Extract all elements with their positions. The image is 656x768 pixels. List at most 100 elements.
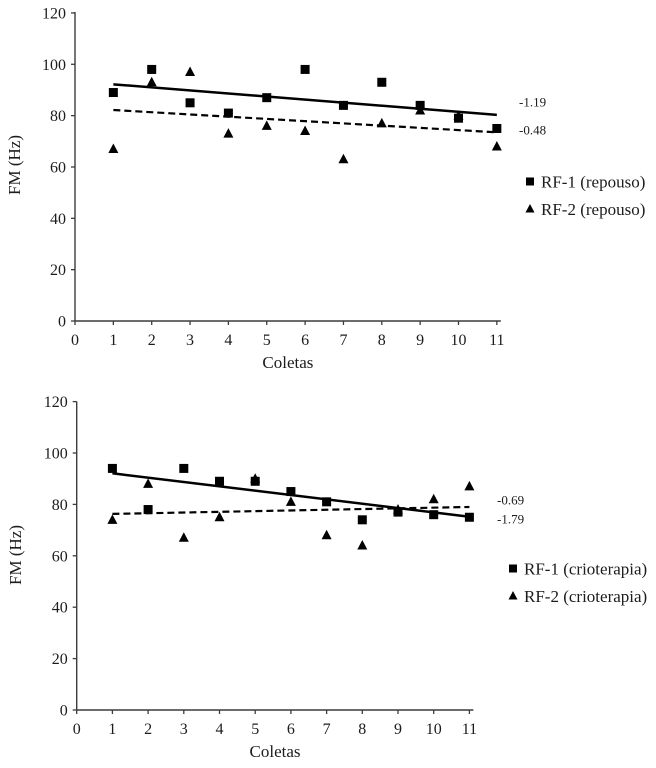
data-point-square <box>262 93 272 103</box>
data-point-square <box>377 77 387 87</box>
trend-line-dashed <box>112 505 470 516</box>
legend-square-swatch <box>526 177 534 186</box>
data-point-square <box>215 476 224 486</box>
data-point-square <box>429 510 439 520</box>
x-axis-tick-label: 0 <box>73 721 81 738</box>
data-point-triangle <box>428 493 439 504</box>
data-point-square <box>286 487 296 497</box>
x-axis-tick-label: 6 <box>287 721 295 738</box>
data-point-triangle <box>250 473 261 483</box>
y-axis-tick-label: 0 <box>60 703 68 720</box>
data-point-triangle <box>107 514 118 524</box>
legend-triangle-swatch <box>525 204 535 213</box>
data-point-square <box>300 64 310 74</box>
data-point-triangle <box>338 153 349 164</box>
x-axis-tick-label: 9 <box>416 332 424 349</box>
data-point-triangle <box>300 125 311 136</box>
y-axis-tick-label: 60 <box>52 548 68 565</box>
y-axis-tick-label: 20 <box>50 262 66 279</box>
data-point-triangle <box>143 478 154 488</box>
data-point-triangle <box>214 511 225 522</box>
y-axis-tick-label: 80 <box>50 108 66 125</box>
data-point-square <box>107 463 117 473</box>
x-axis-tick-label: 2 <box>144 721 152 738</box>
y-axis-tick-label: 40 <box>52 600 68 617</box>
data-point-triangle <box>491 140 502 151</box>
data-point-triangle <box>178 532 189 542</box>
y-axis-tick-label: 100 <box>42 57 66 74</box>
y-axis-tick-label: 60 <box>50 159 66 176</box>
y-axis-tick-label: 100 <box>44 446 68 463</box>
legend-label: RF-2 (repouso) <box>541 200 645 219</box>
y-axis-title: FM (Hz) <box>5 135 24 195</box>
x-axis-tick-label: 10 <box>451 332 467 349</box>
data-point-square <box>179 463 189 473</box>
data-point-square <box>357 515 367 525</box>
data-point-triangle <box>376 117 387 128</box>
x-axis-tick-label: 3 <box>186 332 194 349</box>
y-axis-tick-label: 120 <box>44 394 68 411</box>
chart-crioterapia: 0 20 40 60 80 100 120 0 1 2 3 4 5 6 7 8 9 10 11 Coletas FM (… <box>0 384 656 768</box>
data-point-triangle <box>453 110 464 120</box>
x-axis-tick-label: 8 <box>358 721 366 738</box>
trend-slope-label: -1.79 <box>497 512 524 527</box>
x-axis-tick-label: 1 <box>109 332 117 349</box>
data-point-square <box>464 512 474 522</box>
data-point-triangle <box>185 66 196 77</box>
trend-line-dashed <box>113 108 497 134</box>
data-point-square <box>185 98 195 108</box>
legend-triangle-swatch <box>508 591 518 600</box>
x-axis-title: Coletas <box>262 353 313 372</box>
data-point-square <box>338 100 348 110</box>
x-axis-tick-label: 1 <box>108 721 116 738</box>
data-point-triangle <box>393 504 403 514</box>
x-axis-tick-label: 3 <box>180 721 188 738</box>
x-axis-tick-label: 11 <box>462 721 477 738</box>
y-axis-tick-label: 0 <box>58 314 66 331</box>
legend-label: RF-1 (repouso) <box>541 173 645 192</box>
data-point-triangle <box>321 529 332 540</box>
data-point-triangle <box>108 143 119 154</box>
trend-slope-label: -1.19 <box>519 95 546 110</box>
data-point-square <box>147 64 157 74</box>
data-point-square <box>322 497 332 507</box>
data-point-triangle <box>285 496 296 506</box>
y-axis-tick-label: 80 <box>52 497 68 514</box>
x-axis-tick-label: 2 <box>148 332 156 349</box>
data-point-square <box>108 88 118 98</box>
legend-label: RF-2 (crioterapia) <box>524 587 647 606</box>
x-axis-tick-label: 5 <box>263 332 271 349</box>
trend-slope-label: -0.69 <box>497 493 524 508</box>
x-axis-tick-label: 5 <box>251 721 259 738</box>
x-axis-tick-label: 7 <box>339 332 347 349</box>
trend-slope-label: -0.48 <box>519 123 546 138</box>
data-point-triangle <box>261 120 272 130</box>
trend-line-solid <box>113 83 497 117</box>
y-axis-title: FM (Hz) <box>6 525 25 585</box>
chart-repouso-canvas: 0 20 40 60 80 100 120 0 1 2 3 4 5 6 7 8 9 10 11 Coletas FM (… <box>5 5 645 372</box>
legend-square-swatch <box>509 564 517 573</box>
y-axis-tick-label: 120 <box>42 5 66 22</box>
y-axis-tick-label: 40 <box>50 211 66 228</box>
data-point-triangle <box>357 540 368 550</box>
y-axis-tick-label: 20 <box>52 651 68 668</box>
data-point-triangle <box>223 128 234 138</box>
chart-crioterapia-canvas: 0 20 40 60 80 100 120 0 1 2 3 4 5 6 7 8 9 10 11 Coletas FM (… <box>6 394 647 761</box>
legend-label: RF-1 (crioterapia) <box>524 560 647 579</box>
x-axis-tick-label: 9 <box>394 721 402 738</box>
data-point-square <box>492 123 502 133</box>
data-point-triangle <box>464 480 475 491</box>
data-point-triangle <box>146 76 157 87</box>
data-point-triangle <box>415 105 426 115</box>
x-axis-tick-label: 4 <box>216 721 224 738</box>
x-axis-tick-label: 6 <box>301 332 309 349</box>
x-axis-tick-label: 0 <box>71 332 79 349</box>
x-axis-tick-label: 7 <box>323 721 331 738</box>
x-axis-title: Coletas <box>250 742 301 761</box>
x-axis-tick-label: 11 <box>489 332 504 349</box>
x-axis-tick-label: 8 <box>378 332 386 349</box>
x-axis-tick-label: 4 <box>224 332 232 349</box>
x-axis-tick-label: 10 <box>426 721 442 738</box>
data-point-square <box>223 108 233 118</box>
